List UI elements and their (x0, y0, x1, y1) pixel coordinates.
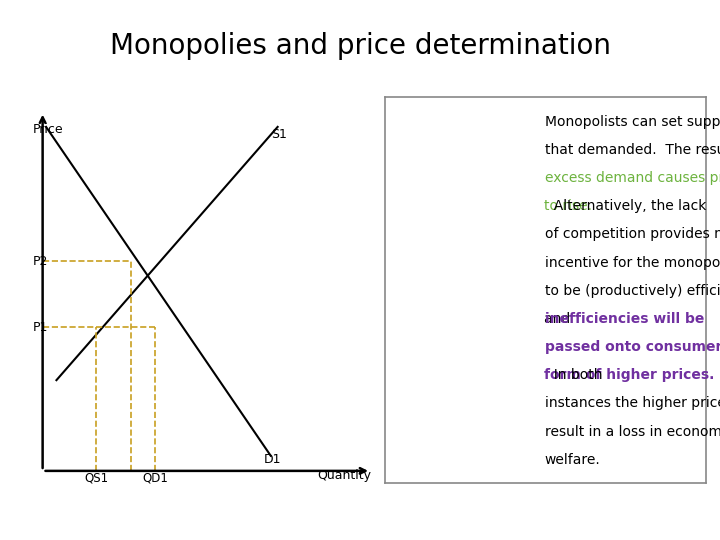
Text: incentive for the monopolists: incentive for the monopolists (545, 255, 720, 269)
Text: Monopolies and price determination: Monopolies and price determination (109, 32, 611, 60)
Text: form of higher prices.: form of higher prices. (544, 368, 715, 382)
Text: to be (productively) efficient,: to be (productively) efficient, (545, 284, 720, 298)
Text: P1: P1 (32, 321, 48, 334)
Text: inefficiencies will be: inefficiencies will be (546, 312, 705, 326)
Text: Alternatively, the lack: Alternatively, the lack (546, 199, 707, 213)
Text: In both: In both (546, 368, 603, 382)
Text: Quantity: Quantity (317, 469, 371, 482)
Text: D1: D1 (264, 453, 282, 466)
Text: that demanded.  The resultant: that demanded. The resultant (545, 143, 720, 157)
Text: passed onto consumers in the: passed onto consumers in the (545, 340, 720, 354)
Text: S1: S1 (271, 128, 287, 141)
Text: Monopolists can set supply below: Monopolists can set supply below (545, 114, 720, 129)
Text: of competition provides no: of competition provides no (545, 227, 720, 241)
Text: welfare.: welfare. (545, 453, 600, 467)
Text: Price: Price (32, 123, 63, 136)
Text: instances the higher prices: instances the higher prices (545, 396, 720, 410)
Text: QD1: QD1 (142, 471, 168, 484)
Text: and: and (544, 312, 575, 326)
Text: P2: P2 (32, 254, 48, 268)
Text: QS1: QS1 (84, 471, 108, 484)
Text: to rise.: to rise. (544, 199, 593, 213)
Text: result in a loss in economic: result in a loss in economic (545, 424, 720, 438)
Text: excess demand causes price: excess demand causes price (545, 171, 720, 185)
